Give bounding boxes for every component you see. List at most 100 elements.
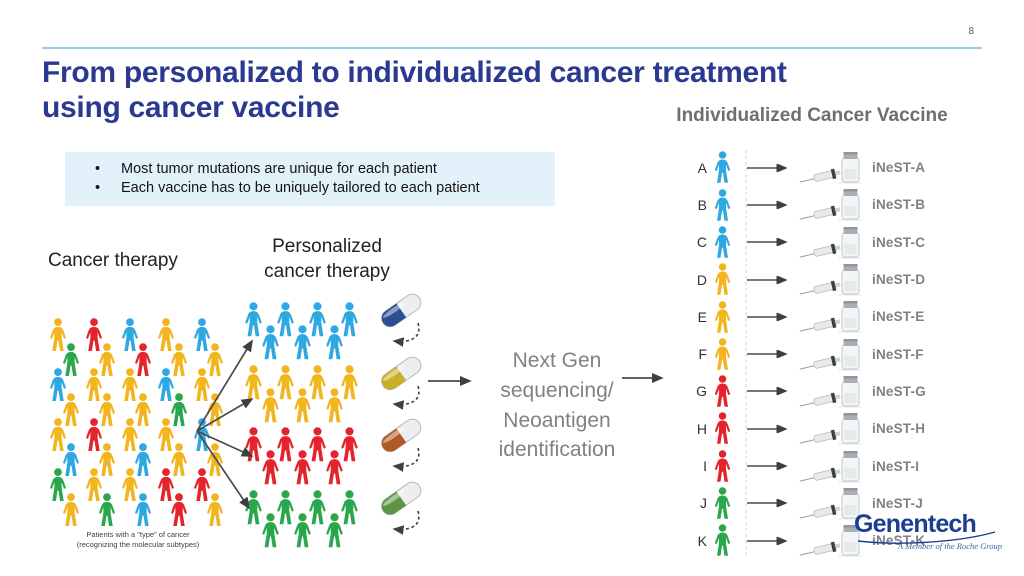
person-icon <box>714 375 731 407</box>
person-icon <box>135 343 151 377</box>
arrow-icon <box>747 200 788 209</box>
patient-letter: E <box>697 308 707 325</box>
vaccine-row-G: G iNeST-G <box>692 373 926 410</box>
group-row <box>240 302 440 337</box>
vaccine-label: iNeST-I <box>872 458 920 474</box>
person-icon <box>341 427 358 462</box>
person-icon <box>99 343 115 377</box>
person-icon <box>309 427 326 462</box>
bullet-marker: • <box>95 161 101 177</box>
group-row <box>240 489 440 525</box>
arrow-icon <box>747 163 788 172</box>
page-number: 8 <box>968 26 974 37</box>
patient-group-green <box>240 481 440 553</box>
arrow-icon <box>747 536 788 545</box>
patient-group-blue <box>240 293 440 365</box>
person-icon <box>99 493 115 527</box>
person-icon <box>714 450 731 482</box>
crowd-row <box>58 443 228 477</box>
person-icon <box>277 489 294 524</box>
vaccine-row-A: A iNeST-A <box>692 149 926 186</box>
person-icon <box>158 318 174 352</box>
person-icon <box>326 325 343 360</box>
person-icon <box>294 512 311 547</box>
patient-group-yellow <box>240 356 440 428</box>
patient-letter: I <box>703 458 707 475</box>
bullet-text: Each vaccine has to be uniquely tailored… <box>121 180 480 196</box>
pill-icon <box>381 293 422 347</box>
person-icon <box>171 393 187 427</box>
person-icon <box>158 418 174 452</box>
patient-letter: J <box>700 495 707 512</box>
person-icon <box>122 468 138 502</box>
vaccine-label: iNeST-F <box>872 346 924 362</box>
patient-group-red <box>240 418 440 490</box>
person-icon <box>341 364 358 399</box>
crowd-row <box>58 343 228 377</box>
person-icon <box>341 302 358 337</box>
brand-name: Genentech <box>854 510 977 538</box>
key-points-callout: • Most tumor mutations are unique for ea… <box>65 152 555 206</box>
arrow-icon <box>747 238 788 247</box>
bullet-item: • Each vaccine has to be uniquely tailor… <box>95 179 555 198</box>
vaccine-label: iNeST-D <box>872 272 926 288</box>
vaccine-label: iNeST-G <box>872 383 926 399</box>
patient-letter: H <box>696 420 707 437</box>
vaccine-label: iNeST-J <box>872 495 923 511</box>
crowd-row <box>58 493 228 527</box>
person-icon <box>309 302 326 337</box>
vaccine-label: iNeST-B <box>872 197 926 213</box>
group-row <box>257 387 348 423</box>
vaccine-row-C: C iNeST-C <box>692 224 926 261</box>
patient-letter: A <box>697 159 707 176</box>
person-icon <box>158 368 174 402</box>
person-icon <box>99 393 115 427</box>
person-icon <box>714 151 731 184</box>
logo-tagline: A Member of the Roche Group <box>897 541 1002 551</box>
genentech-logo: Genentech A Member of the Roche Group <box>854 510 1002 552</box>
person-icon <box>86 368 102 402</box>
person-icon <box>326 512 343 547</box>
bullet-text: Most tumor mutations are unique for each… <box>121 161 437 177</box>
patient-letter: K <box>697 532 707 549</box>
person-icon <box>714 487 731 519</box>
crowd-caption: Patients with a "type" of cancer (recogn… <box>36 530 240 550</box>
person-icon <box>714 524 731 557</box>
person-icon <box>326 450 343 485</box>
group-row <box>257 450 348 485</box>
vaccine-label: iNeST-C <box>872 234 926 250</box>
person-icon <box>309 489 326 524</box>
person-icon <box>63 443 79 477</box>
person-icon <box>277 427 294 462</box>
vaccine-row-H: H iNeST-H <box>692 410 926 447</box>
vaccine-list: A iNeST-A B iNeST-B C iNeST-C D iNeST-D E iN… <box>692 149 926 559</box>
process-line: Neoantigen <box>503 408 611 432</box>
vaccine-row-F: F iNeST-F <box>692 335 926 372</box>
pill-icon <box>381 418 422 472</box>
syringe-vial-icon <box>799 152 862 184</box>
pill-icon <box>381 356 422 410</box>
person-icon <box>341 489 358 524</box>
person-icon <box>714 263 731 296</box>
person-icon <box>50 368 66 402</box>
person-icon <box>294 387 311 422</box>
personalized-label-line1: Personalized <box>272 236 382 257</box>
person-icon <box>277 302 294 337</box>
patient-letter: G <box>696 383 707 400</box>
syringe-vial-icon <box>799 264 862 296</box>
personalized-label-line2: cancer therapy <box>264 260 390 282</box>
person-icon <box>122 368 138 402</box>
person-icon <box>63 493 79 527</box>
syringe-vial-icon <box>799 338 862 371</box>
person-icon <box>294 325 311 360</box>
patient-letter: D <box>696 271 707 288</box>
vaccine-row-E: E iNeST-E <box>692 298 926 335</box>
patient-letter: C <box>696 234 707 251</box>
crowd-row <box>45 318 228 352</box>
person-icon <box>63 343 79 377</box>
syringe-vial-icon <box>799 301 862 333</box>
person-icon <box>714 412 731 445</box>
person-icon <box>86 318 102 352</box>
person-icon <box>309 364 326 399</box>
patient-letter: B <box>697 196 707 213</box>
